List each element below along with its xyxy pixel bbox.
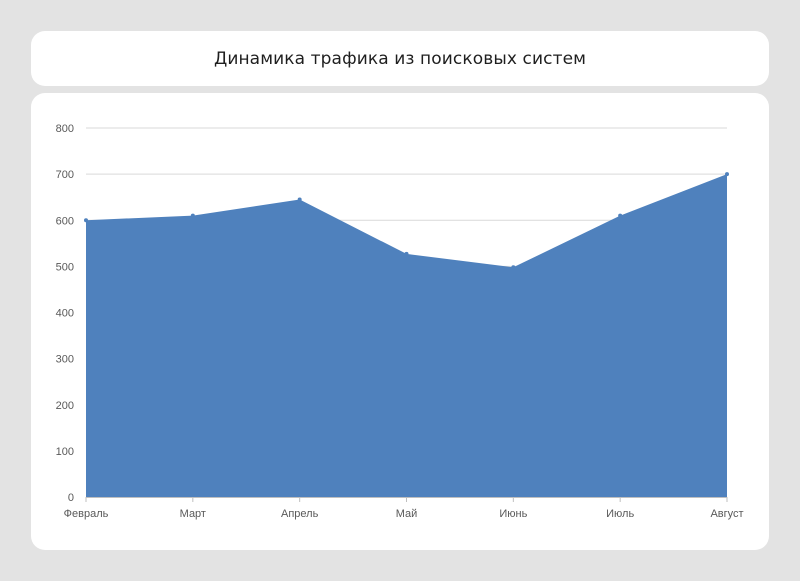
y-tick-label: 100 bbox=[56, 446, 74, 458]
x-tick-label: Август bbox=[710, 508, 743, 520]
y-tick-label: 500 bbox=[56, 261, 74, 273]
data-point bbox=[190, 213, 195, 218]
y-tick-label: 0 bbox=[68, 492, 74, 504]
x-tick-label: Апрель bbox=[281, 508, 319, 520]
chart-title-panel: Динамика трафика из поисковых систем bbox=[31, 31, 769, 86]
data-point bbox=[404, 251, 409, 256]
area-chart: 0 100 200 300 400 500 600 700 800 Февраль Март Апр… bbox=[56, 123, 744, 520]
y-tick-label: 400 bbox=[56, 308, 74, 320]
y-tick-label: 600 bbox=[56, 215, 74, 227]
data-point bbox=[725, 172, 729, 177]
y-axis-tick-labels: 0 100 200 300 400 500 600 700 800 bbox=[56, 123, 74, 504]
y-tick-label: 300 bbox=[56, 354, 74, 366]
series-area-0 bbox=[86, 174, 727, 497]
x-tick-label: Февраль bbox=[64, 508, 109, 520]
y-tick-label: 200 bbox=[56, 400, 74, 412]
x-tick-label: Май bbox=[396, 508, 418, 520]
data-point bbox=[84, 218, 88, 223]
x-axis-tick-labels: Февраль Март Апрель Май Июнь Июль Август bbox=[64, 508, 744, 520]
series-area bbox=[84, 172, 729, 497]
x-tick-label: Июль bbox=[606, 508, 634, 520]
x-tick-label: Март bbox=[180, 508, 206, 520]
data-point bbox=[297, 197, 302, 202]
x-tick-label: Июнь bbox=[499, 508, 527, 520]
chart-title: Динамика трафика из поисковых систем bbox=[213, 48, 587, 69]
data-point bbox=[511, 265, 516, 270]
data-point bbox=[618, 213, 623, 218]
chart-panel: 0 100 200 300 400 500 600 700 800 Февраль Март Апр… bbox=[31, 93, 769, 550]
y-tick-label: 700 bbox=[56, 169, 74, 181]
axes bbox=[85, 497, 728, 502]
y-tick-label: 800 bbox=[56, 123, 74, 135]
